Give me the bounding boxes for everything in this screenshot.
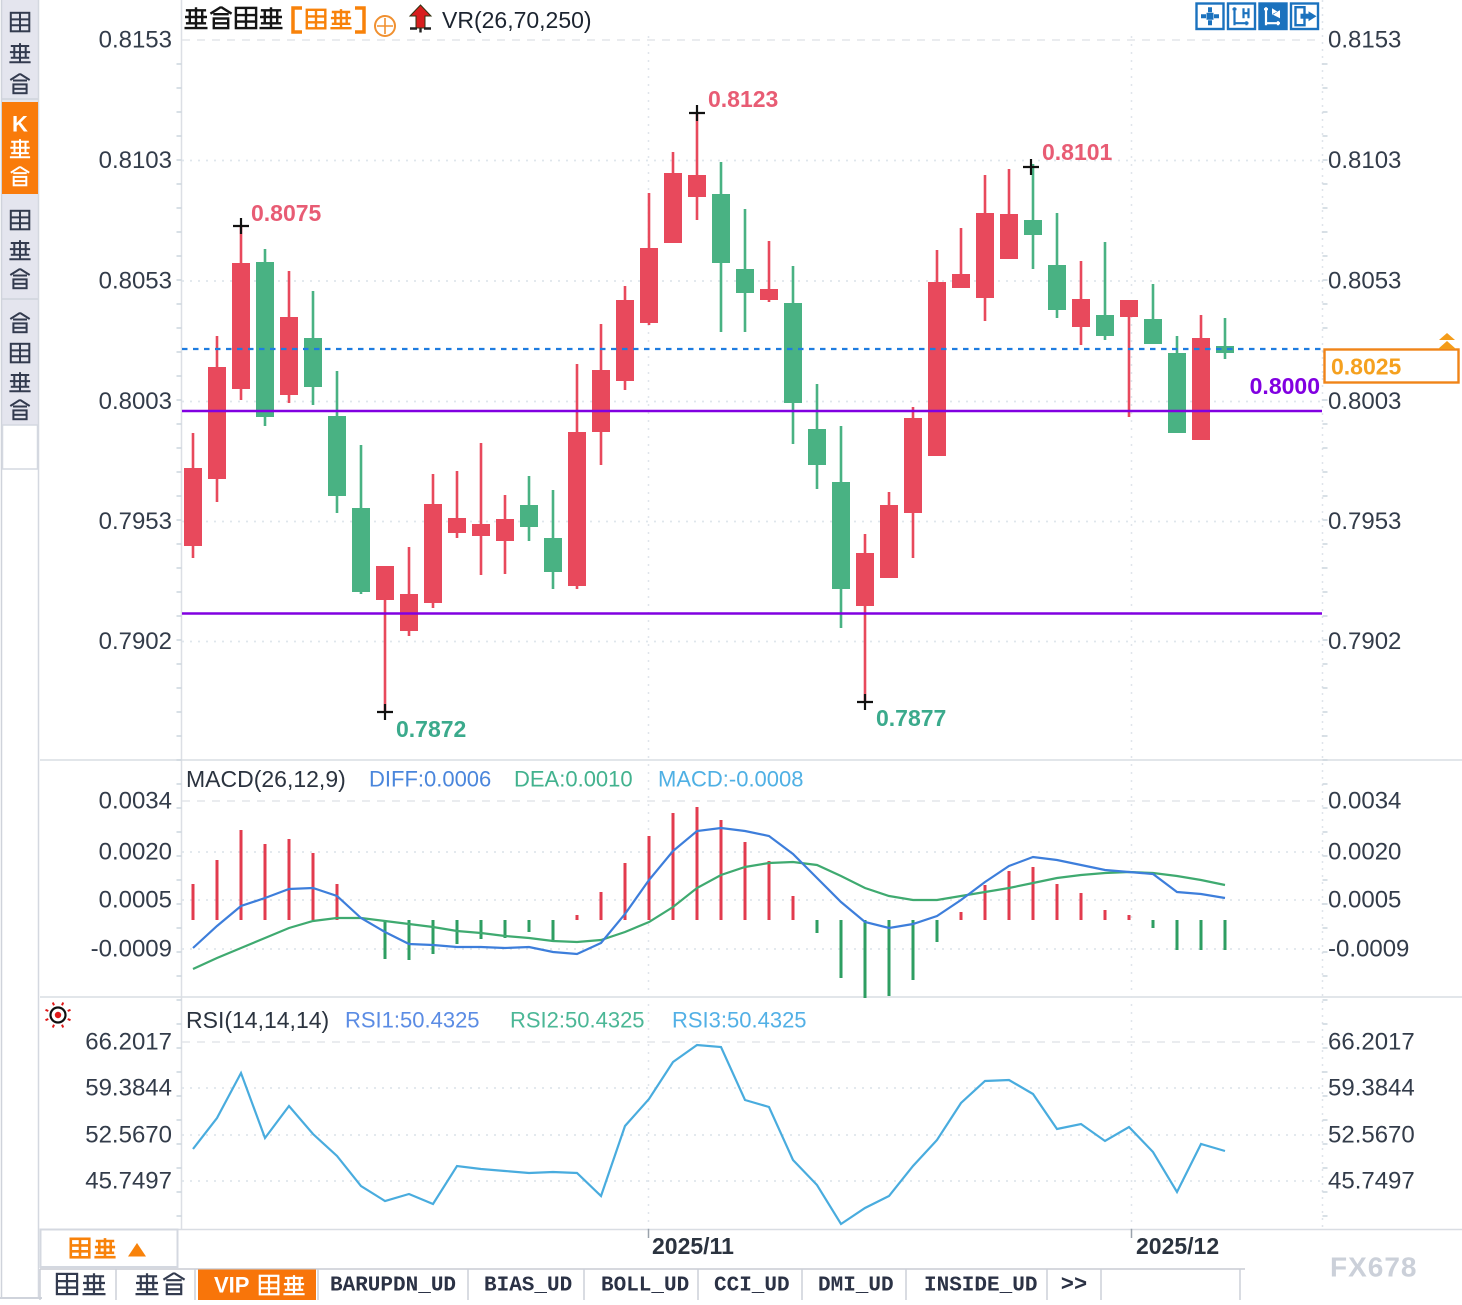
svg-text:MACD(26,12,9): MACD(26,12,9) — [186, 766, 346, 792]
svg-text:0.8101: 0.8101 — [1042, 139, 1113, 165]
svg-text:BARUPDN_UD: BARUPDN_UD — [330, 1275, 456, 1298]
svg-text:0.8053: 0.8053 — [99, 268, 172, 295]
svg-text:0.7872: 0.7872 — [396, 716, 466, 742]
svg-text:0.8075: 0.8075 — [251, 200, 322, 226]
svg-text:DMI_UD: DMI_UD — [818, 1275, 894, 1298]
svg-text:0.8153: 0.8153 — [1328, 27, 1401, 54]
svg-text:0.0020: 0.0020 — [99, 839, 172, 866]
svg-text:VR(26,70,250): VR(26,70,250) — [442, 7, 592, 33]
svg-text:0.0005: 0.0005 — [99, 887, 172, 914]
svg-text:BIAS_UD: BIAS_UD — [484, 1275, 572, 1298]
svg-text:0.8103: 0.8103 — [99, 147, 172, 174]
svg-text:59.3844: 59.3844 — [85, 1075, 172, 1102]
svg-text:0.0034: 0.0034 — [99, 788, 172, 815]
svg-text:66.2017: 66.2017 — [1328, 1029, 1415, 1056]
svg-text:45.7497: 45.7497 — [1328, 1168, 1415, 1195]
svg-text:59.3844: 59.3844 — [1328, 1075, 1415, 1102]
svg-text:0.7953: 0.7953 — [99, 508, 172, 535]
svg-text:66.2017: 66.2017 — [85, 1029, 172, 1056]
svg-text:MACD:-0.0008: MACD:-0.0008 — [658, 767, 804, 792]
svg-text:VIP: VIP — [214, 1273, 249, 1298]
svg-text:0.8003: 0.8003 — [99, 388, 172, 415]
svg-text:0.7953: 0.7953 — [1328, 508, 1401, 535]
svg-text:0.8103: 0.8103 — [1328, 147, 1401, 174]
svg-text:-0.0009: -0.0009 — [1328, 936, 1409, 963]
svg-text:DIFF:0.0006: DIFF:0.0006 — [369, 767, 491, 792]
svg-text:BOLL_UD: BOLL_UD — [601, 1275, 689, 1298]
svg-text:0.8025: 0.8025 — [1331, 354, 1402, 380]
svg-text:0.8123: 0.8123 — [708, 86, 778, 112]
svg-text:>>: >> — [1061, 1273, 1087, 1298]
svg-text:0.7902: 0.7902 — [1328, 628, 1401, 655]
svg-text:0.7877: 0.7877 — [876, 705, 946, 731]
svg-text:RSI3:50.4325: RSI3:50.4325 — [672, 1008, 807, 1033]
svg-text:0.8003: 0.8003 — [1328, 388, 1401, 415]
svg-text:0.7902: 0.7902 — [99, 628, 172, 655]
svg-text:0.8053: 0.8053 — [1328, 268, 1401, 295]
svg-text:-0.0009: -0.0009 — [91, 936, 172, 963]
svg-text:0.0005: 0.0005 — [1328, 887, 1401, 914]
svg-text:0.8000: 0.8000 — [1250, 373, 1320, 399]
svg-text:RSI(14,14,14): RSI(14,14,14) — [186, 1007, 329, 1033]
svg-text:45.7497: 45.7497 — [85, 1168, 172, 1195]
svg-text:0.8153: 0.8153 — [99, 27, 172, 54]
svg-text:52.5670: 52.5670 — [85, 1122, 172, 1149]
svg-text:DEA:0.0010: DEA:0.0010 — [514, 767, 633, 792]
svg-text:2025/11: 2025/11 — [652, 1233, 734, 1259]
svg-text:RSI2:50.4325: RSI2:50.4325 — [510, 1008, 645, 1033]
svg-text:RSI1:50.4325: RSI1:50.4325 — [345, 1008, 480, 1033]
svg-text:0.0020: 0.0020 — [1328, 839, 1401, 866]
svg-text:FX678: FX678 — [1330, 1252, 1418, 1283]
svg-text:0.0034: 0.0034 — [1328, 788, 1401, 815]
svg-text:CCI_UD: CCI_UD — [714, 1275, 790, 1298]
svg-text:INSIDE_UD: INSIDE_UD — [924, 1275, 1037, 1298]
svg-text:2025/12: 2025/12 — [1136, 1233, 1219, 1259]
svg-text:K: K — [12, 112, 28, 137]
svg-text:52.5670: 52.5670 — [1328, 1122, 1415, 1149]
